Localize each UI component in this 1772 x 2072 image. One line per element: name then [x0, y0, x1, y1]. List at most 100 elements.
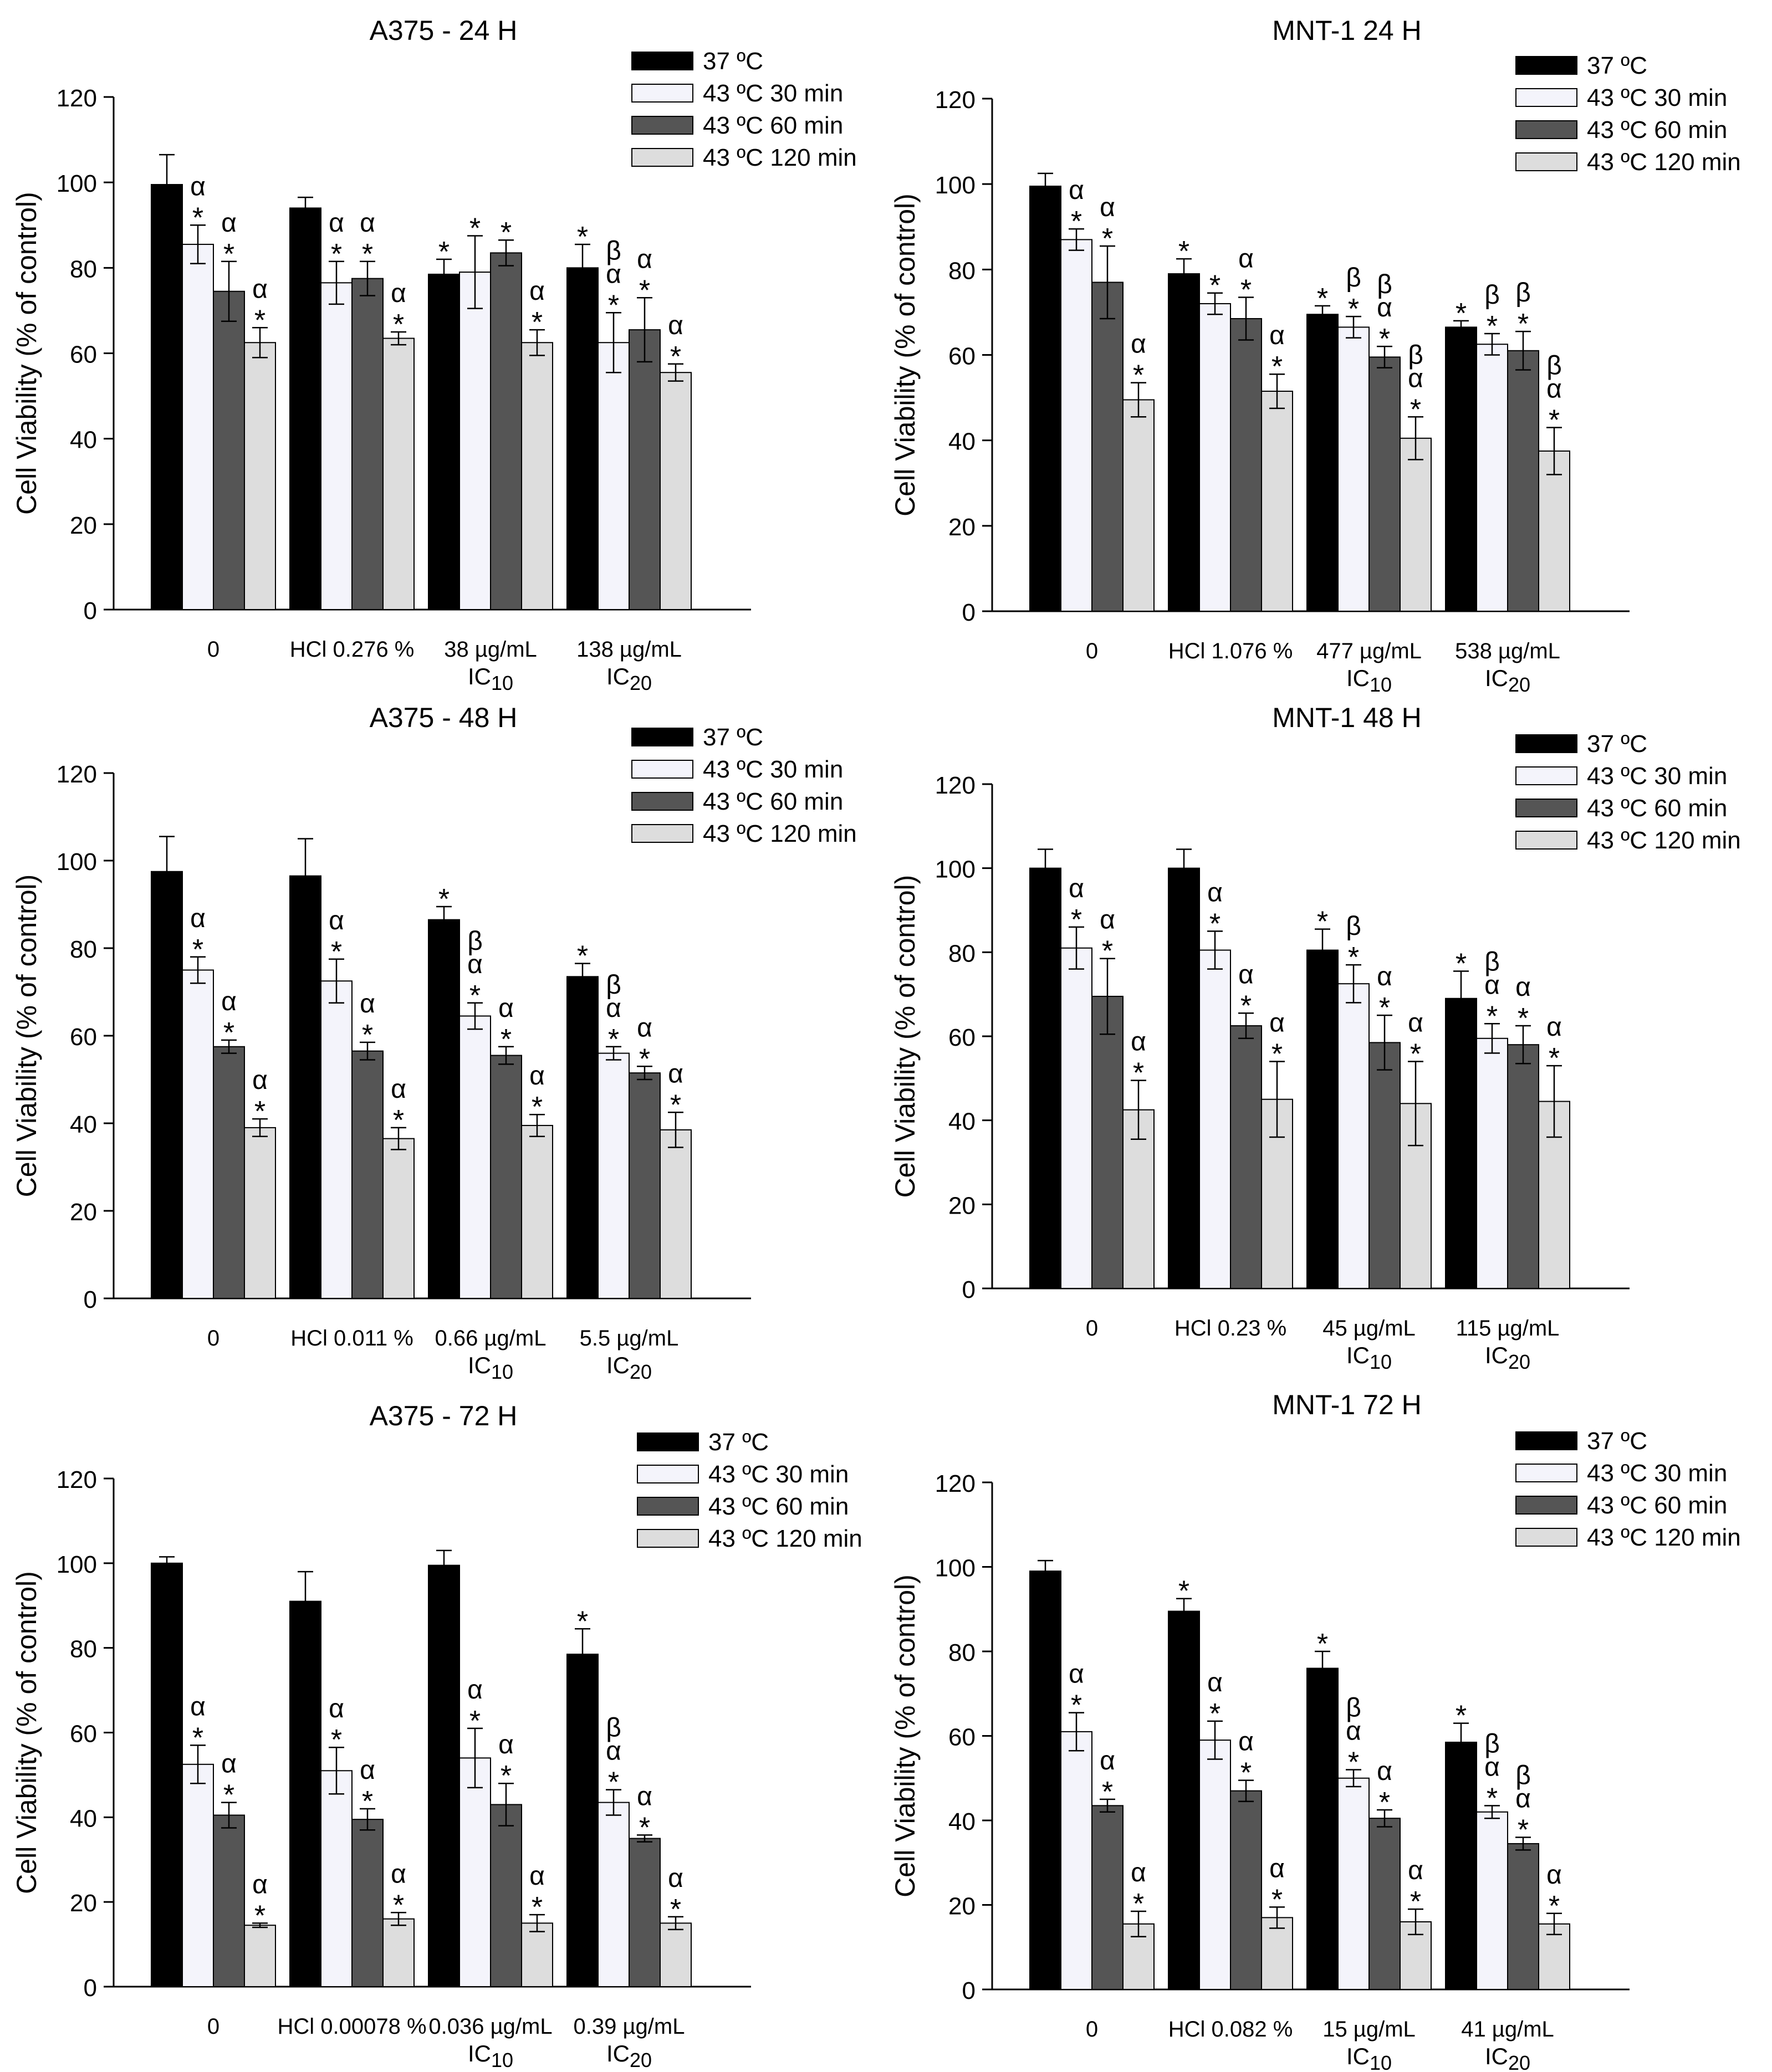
- legend-swatch: [1515, 152, 1577, 171]
- bar: [382, 1918, 415, 1988]
- significance-mark: α: [391, 279, 406, 308]
- significance-mark: α: [467, 1675, 483, 1705]
- significance-mark: α: [606, 994, 621, 1023]
- significance-mark: α: [1515, 1784, 1531, 1814]
- legend-swatch: [631, 148, 693, 167]
- significance-mark: β: [1346, 1694, 1361, 1723]
- significance-mark: α: [1207, 1668, 1223, 1697]
- y-tick-label: 100: [57, 170, 97, 197]
- x-tick-sublabel: IC10: [468, 1352, 513, 1383]
- significance-mark: *: [1348, 293, 1359, 325]
- y-tick-label: 20: [948, 1192, 976, 1219]
- significance-mark: *: [393, 1104, 404, 1137]
- significance-mark: *: [1271, 1884, 1283, 1916]
- bar: [182, 969, 214, 1299]
- y-tick-label: 120: [935, 1470, 976, 1497]
- significance-mark: *: [1240, 274, 1252, 306]
- bar: [428, 1564, 460, 1987]
- significance-mark: *: [1487, 1000, 1498, 1032]
- x-tick-sublabel: IC10: [468, 2040, 513, 2071]
- y-tick-label: 60: [70, 1024, 97, 1051]
- significance-mark: *: [1518, 1002, 1529, 1035]
- significance-mark: β: [1484, 1729, 1500, 1758]
- significance-mark: *: [1549, 405, 1560, 437]
- significance-mark: *: [223, 1017, 234, 1049]
- significance-mark: *: [1487, 310, 1498, 342]
- bar: [660, 1129, 692, 1299]
- significance-mark: α: [606, 1737, 621, 1766]
- legend-swatch: [1515, 1464, 1577, 1482]
- significance-mark: α: [1269, 321, 1285, 350]
- legend-swatch: [1515, 1496, 1577, 1515]
- significance-mark: *: [331, 238, 342, 270]
- x-tick-label: 0.66 µg/mL: [435, 1326, 547, 1350]
- x-tick-label: 0: [207, 2014, 219, 2039]
- y-tick-label: 0: [84, 1974, 97, 2002]
- significance-mark: α: [1100, 193, 1115, 222]
- bar: [351, 278, 384, 610]
- x-tick-sublabel: IC20: [1485, 2043, 1530, 2072]
- bar: [521, 1124, 553, 1299]
- significance-mark: β: [606, 236, 621, 265]
- bar: [1199, 949, 1231, 1289]
- significance-mark: α: [360, 208, 375, 238]
- bar: [1538, 450, 1570, 612]
- significance-mark: *: [362, 1785, 373, 1818]
- bar: [320, 282, 353, 610]
- significance-mark: *: [254, 1096, 265, 1128]
- legend-swatch: [631, 52, 693, 70]
- bar: [459, 1015, 491, 1299]
- bar: [1261, 1917, 1293, 1990]
- significance-mark: *: [501, 1760, 512, 1792]
- y-tick-label: 100: [57, 1551, 97, 1578]
- bar: [1122, 399, 1155, 612]
- significance-mark: α: [1069, 874, 1084, 903]
- bar: [1476, 1811, 1508, 1990]
- bar: [213, 1046, 245, 1299]
- significance-mark: α: [1408, 1009, 1423, 1038]
- significance-mark: α: [1377, 1757, 1392, 1786]
- x-tick-label: 115 µg/mL: [1456, 1316, 1560, 1341]
- significance-mark: *: [1317, 906, 1328, 938]
- legend-label: 37 ºC: [1587, 730, 1647, 758]
- significance-mark: *: [639, 274, 650, 306]
- bar: [490, 1804, 522, 1988]
- significance-mark: α: [529, 1861, 545, 1891]
- bar: [566, 267, 599, 611]
- significance-mark: β: [1377, 270, 1392, 299]
- y-tick-label: 20: [948, 1893, 976, 1920]
- significance-mark: *: [577, 1605, 588, 1638]
- bar: [629, 329, 661, 611]
- y-tick-label: 20: [948, 514, 976, 541]
- x-tick-sublabel: IC20: [606, 2040, 652, 2071]
- bar: [1306, 949, 1339, 1289]
- bar: [1029, 186, 1061, 612]
- significance-mark: α: [1546, 1860, 1562, 1890]
- significance-mark: α: [1377, 293, 1392, 323]
- legend: 37 ºC 43 ºC 30 min 43 ºC 60 min 43 ºC 120 m…: [637, 1429, 862, 1552]
- y-tick-label: 60: [948, 1024, 976, 1051]
- y-tick-label: 20: [70, 1890, 97, 1917]
- significance-mark: *: [1240, 990, 1252, 1022]
- significance-mark: *: [331, 936, 342, 968]
- chart-panel: A375 - 48 H Cell Viability (% of control)…: [11, 702, 857, 1383]
- bar: [1368, 1818, 1401, 1990]
- legend-swatch: [1515, 799, 1577, 817]
- legend-label: 37 ºC: [703, 48, 763, 75]
- significance-mark: *: [438, 883, 450, 915]
- significance-mark: *: [1071, 1690, 1082, 1722]
- significance-mark: α: [221, 987, 237, 1016]
- significance-mark: *: [501, 1024, 512, 1056]
- y-tick-label: 60: [948, 343, 976, 370]
- bar: [1368, 1042, 1401, 1289]
- significance-mark: *: [639, 1043, 650, 1075]
- bar: [1476, 344, 1508, 612]
- significance-mark: *: [1209, 1698, 1221, 1730]
- y-tick-label: 120: [57, 85, 97, 112]
- significance-mark: β: [1515, 1761, 1531, 1790]
- significance-mark: *: [1209, 908, 1221, 940]
- bar: [1091, 282, 1124, 612]
- bar: [1060, 1731, 1092, 1990]
- significance-mark: *: [438, 236, 450, 268]
- significance-mark: *: [1410, 1886, 1421, 1918]
